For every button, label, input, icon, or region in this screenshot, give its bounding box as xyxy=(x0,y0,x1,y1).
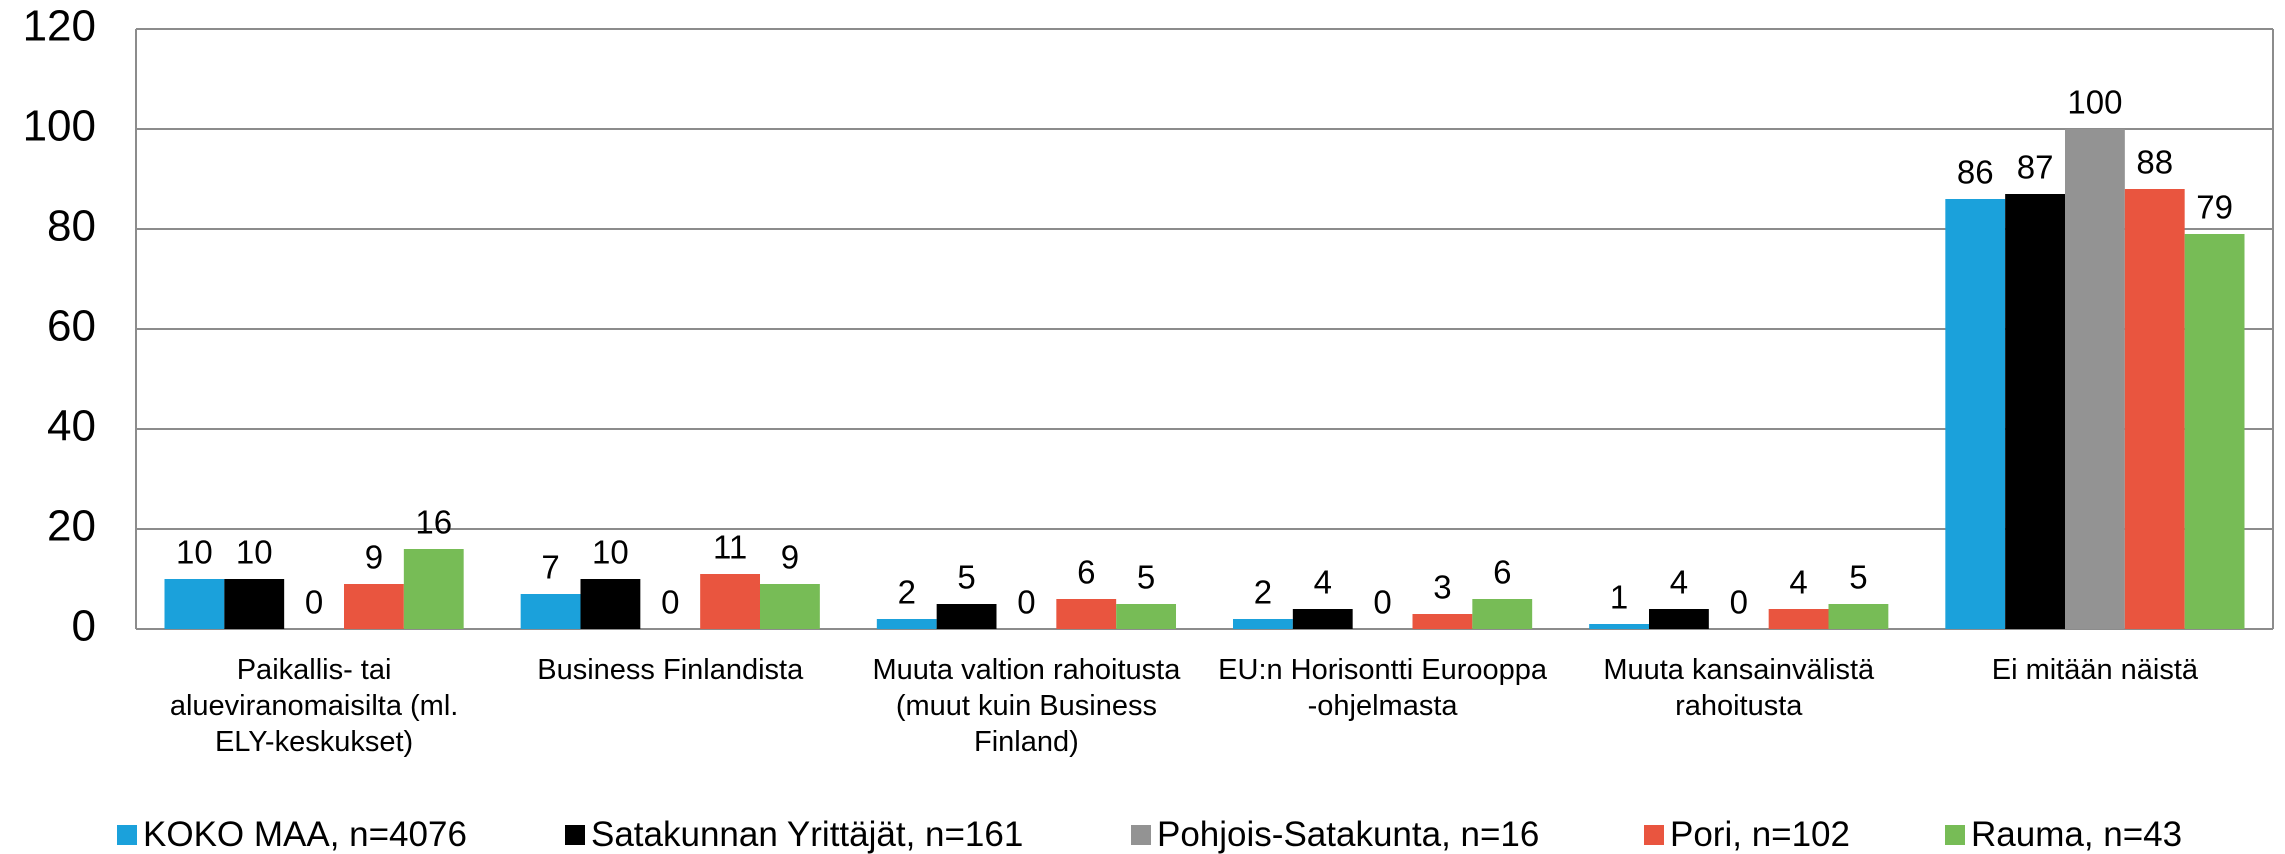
data-label: 5 xyxy=(1137,559,1155,596)
x-tick-label: Business Finlandista xyxy=(537,654,804,686)
data-label: 3 xyxy=(1433,569,1451,606)
data-label: 79 xyxy=(2196,189,2233,226)
x-tick-label: Ei mitään näistä xyxy=(1991,654,2199,686)
bar xyxy=(760,584,820,629)
data-label: 0 xyxy=(661,584,679,621)
data-label: 7 xyxy=(541,549,559,586)
bar xyxy=(1589,624,1649,629)
y-tick-label: 100 xyxy=(23,102,96,151)
data-label: 2 xyxy=(898,574,916,611)
legend-swatch xyxy=(1644,825,1664,845)
legend-label: KOKO MAA, n=4076 xyxy=(143,815,467,854)
data-label: 10 xyxy=(592,534,629,571)
bar xyxy=(1945,199,2006,629)
legend-label: Satakunnan Yrittäjät, n=161 xyxy=(591,815,1024,854)
legend-item: Pori, n=102 xyxy=(1644,815,1850,854)
legend: KOKO MAA, n=4076 Satakunnan Yrittäjät, n=… xyxy=(0,815,2285,854)
legend-swatch xyxy=(1131,825,1151,845)
data-label: 86 xyxy=(1957,154,1994,191)
legend-swatch xyxy=(565,825,585,845)
data-label: 10 xyxy=(176,534,213,571)
bar xyxy=(1768,609,1829,629)
bar xyxy=(1472,599,1533,629)
legend-label: Pori, n=102 xyxy=(1670,815,1850,854)
data-label: 6 xyxy=(1077,554,1095,591)
bar xyxy=(403,549,464,629)
x-tick-label: Paikallis- tai alueviranomaisilta (ml. E… xyxy=(169,654,459,758)
y-tick-label: 60 xyxy=(47,302,96,351)
data-label: 0 xyxy=(1373,584,1391,621)
bar xyxy=(2005,194,2065,629)
data-label: 88 xyxy=(2136,144,2173,181)
bar xyxy=(1116,604,1177,629)
y-tick-label: 80 xyxy=(47,202,96,251)
bar xyxy=(876,619,937,629)
legend-item: KOKO MAA, n=4076 xyxy=(117,815,467,854)
data-label: 0 xyxy=(1017,584,1035,621)
x-tick-label: Muuta valtion rahoitusta (muut kuin Busi… xyxy=(872,654,1181,758)
bar xyxy=(1412,614,1473,629)
data-label: 0 xyxy=(305,584,323,621)
data-label: 9 xyxy=(781,539,799,576)
bar xyxy=(700,574,761,629)
x-tick-label: Muuta kansainvälistä rahoitusta xyxy=(1603,654,1875,722)
legend-label: Pohjois-Satakunta, n=16 xyxy=(1157,815,1540,854)
bar xyxy=(2124,189,2185,629)
bar xyxy=(520,594,581,629)
data-label: 9 xyxy=(365,539,383,576)
bar xyxy=(1648,609,1709,629)
bar xyxy=(936,604,997,629)
data-label: 2 xyxy=(1254,574,1272,611)
data-label: 6 xyxy=(1493,554,1511,591)
data-label: 4 xyxy=(1314,564,1332,601)
data-label: 5 xyxy=(1849,559,1867,596)
legend-label: Rauma, n=43 xyxy=(1971,815,2183,854)
bar xyxy=(1292,609,1353,629)
legend-swatch xyxy=(1945,825,1965,845)
bar xyxy=(1056,599,1117,629)
x-tick-label: EU:n Horisontti Eurooppa -ohjelmasta xyxy=(1218,654,1547,722)
data-label: 87 xyxy=(2017,149,2054,186)
legend-item: Satakunnan Yrittäjät, n=161 xyxy=(565,815,1023,854)
data-label: 1 xyxy=(1610,579,1628,616)
bar xyxy=(1828,604,1889,629)
bar xyxy=(2064,129,2125,629)
data-label: 0 xyxy=(1730,584,1748,621)
y-tick-label: 20 xyxy=(47,502,96,551)
data-label: 11 xyxy=(713,529,747,566)
data-label: 4 xyxy=(1789,564,1807,601)
data-label: 100 xyxy=(2067,84,2122,121)
y-tick-label: 40 xyxy=(47,402,96,451)
data-label: 16 xyxy=(415,504,452,541)
bar xyxy=(2184,234,2245,629)
legend-swatch xyxy=(117,825,137,845)
bar xyxy=(1232,619,1293,629)
bar xyxy=(580,579,641,629)
data-label: 4 xyxy=(1670,564,1688,601)
y-tick-label: 120 xyxy=(23,2,96,51)
bar xyxy=(344,584,404,629)
bar xyxy=(164,579,225,629)
legend-item: Pohjois-Satakunta, n=16 xyxy=(1131,815,1539,854)
bar xyxy=(224,579,285,629)
data-label: 10 xyxy=(236,534,273,571)
y-tick-label: 0 xyxy=(72,602,96,650)
data-label: 5 xyxy=(957,559,975,596)
legend-item: Rauma, n=43 xyxy=(1945,815,2182,854)
